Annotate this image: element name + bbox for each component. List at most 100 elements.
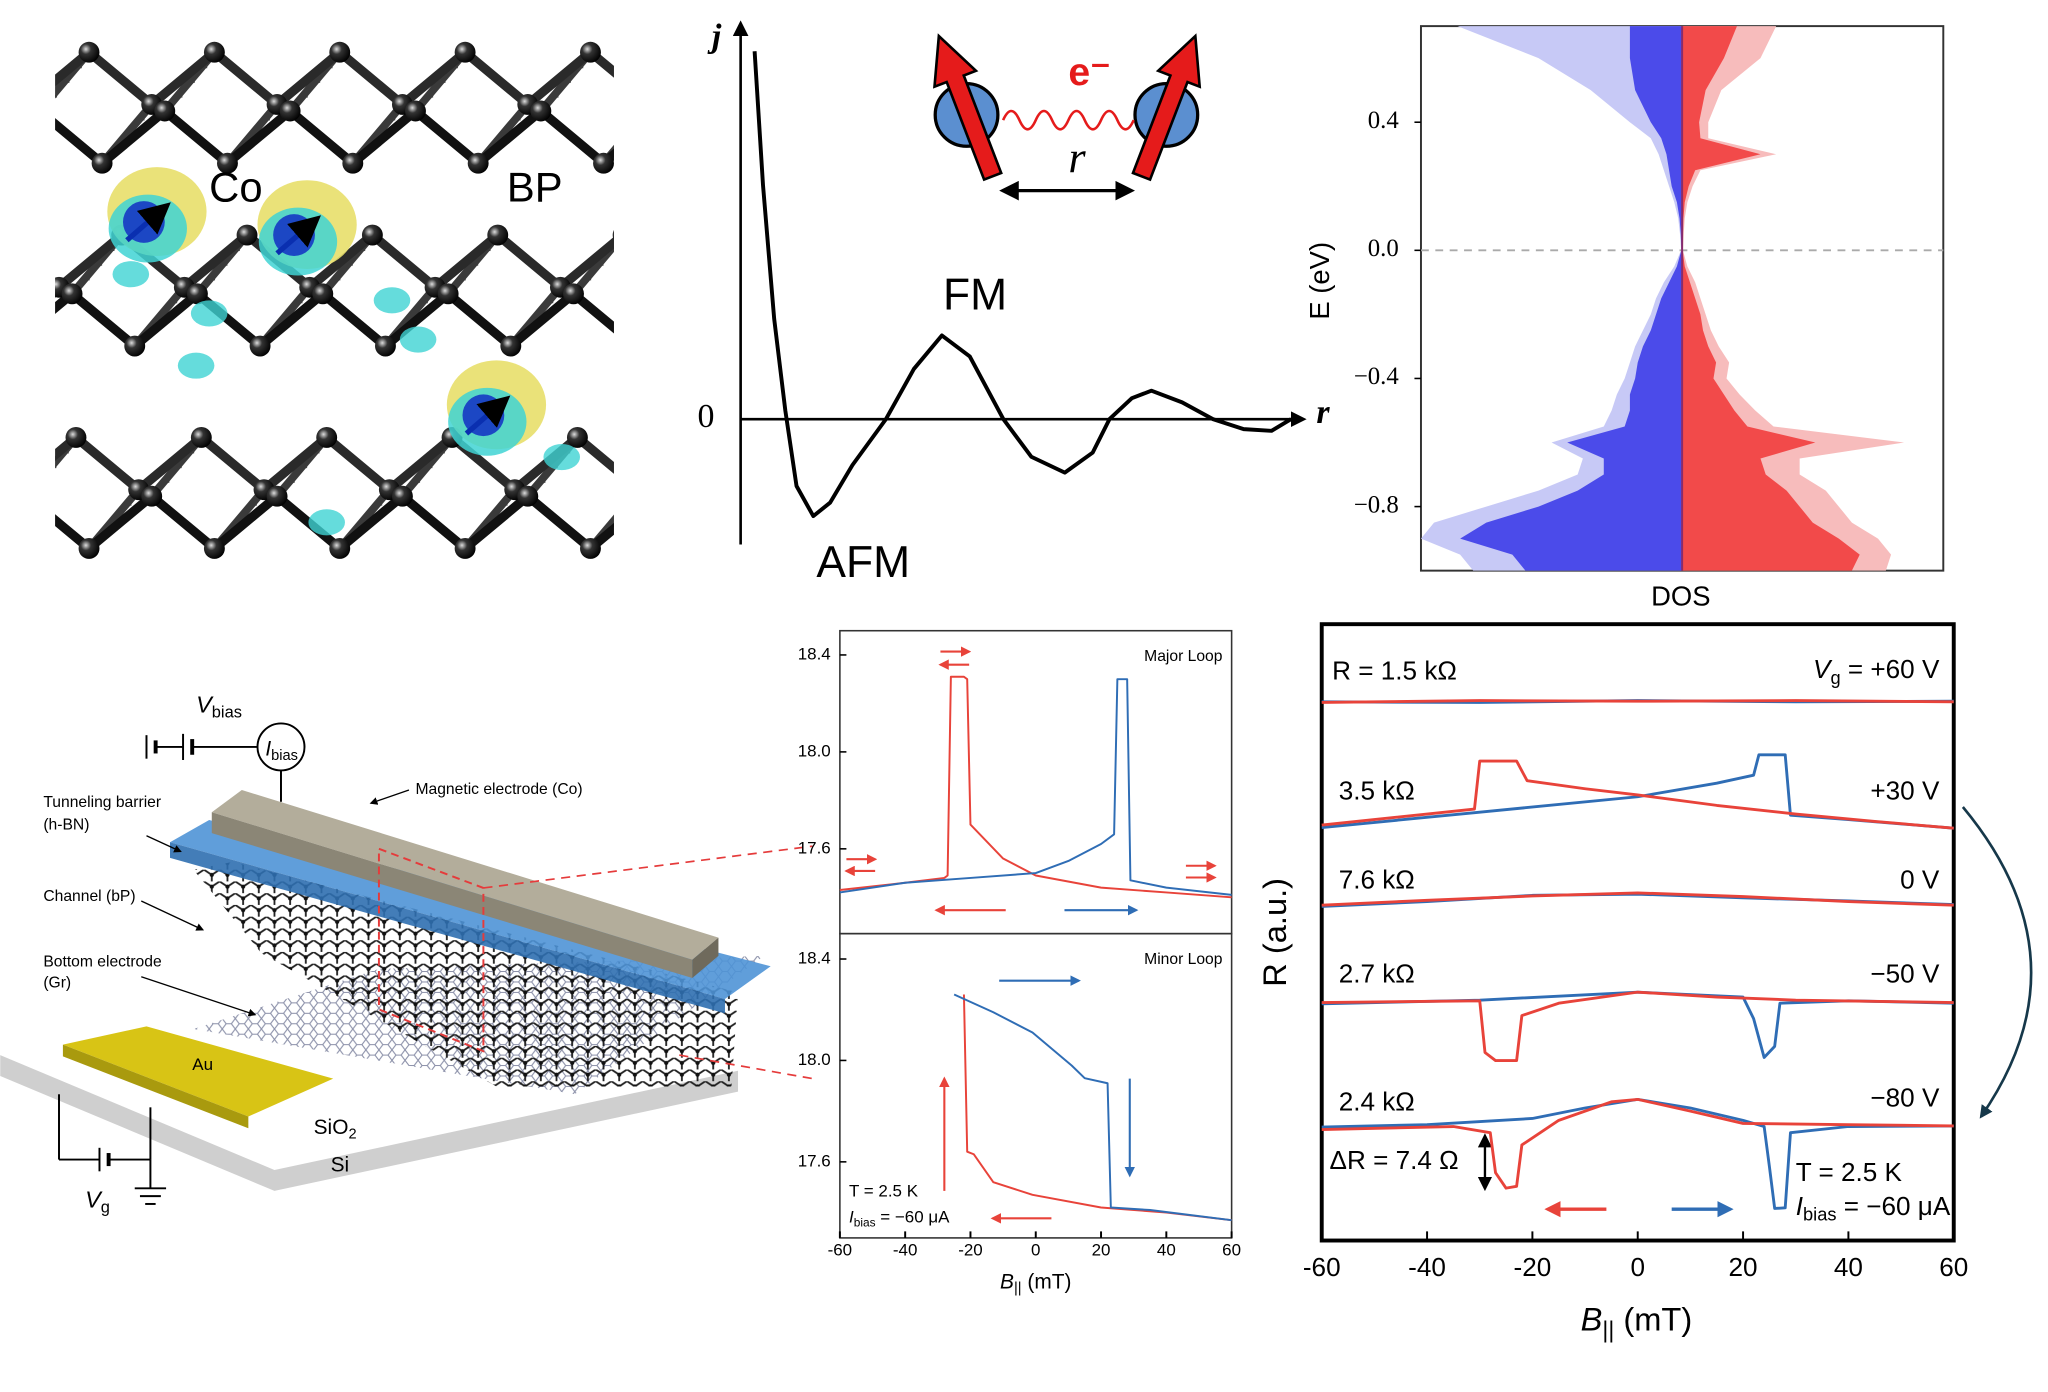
structure-label: BP: [507, 164, 563, 211]
atom: [405, 100, 426, 122]
atom: [563, 283, 584, 305]
atom: [203, 41, 225, 63]
atom: [141, 485, 163, 507]
y-tick-label: 18.0: [798, 741, 831, 760]
atom: [186, 283, 208, 305]
data-line: [1321, 1097, 1954, 1190]
atom: [3, 479, 24, 500]
atom: [375, 335, 396, 357]
x-tick-label: -20: [958, 1240, 983, 1259]
y-tick-label: 18.0: [798, 1050, 831, 1069]
bond-chain: [55, 287, 614, 352]
y-tick-label: 17.6: [798, 838, 831, 857]
loop-frames: [839, 629, 1233, 1239]
x-tick-label: 0: [1630, 1252, 1645, 1282]
device-label: Channel (bP): [43, 888, 135, 905]
text-main: V: [1813, 654, 1833, 684]
y-tick-label: 0.0: [1368, 235, 1399, 262]
text-sub: 2: [348, 1126, 356, 1142]
bond-chain: [56, 229, 614, 294]
text-sub: g: [1830, 667, 1840, 688]
spin-density: [177, 352, 215, 379]
text-main: V: [85, 1187, 103, 1213]
rkky-inset: [933, 33, 1202, 201]
text-sub: bias: [854, 1216, 876, 1230]
dos-area: [1682, 26, 1860, 571]
atom: [236, 224, 258, 246]
text-main: B: [1581, 1300, 1603, 1337]
y-axis-label: R (a.u.): [1256, 878, 1293, 987]
atom: [500, 335, 522, 357]
annotation: AFM: [816, 538, 910, 587]
text-sub: bias: [271, 748, 298, 764]
data-line: [962, 994, 1232, 1222]
y-tick-label: 0: [698, 398, 715, 435]
data-line: [1321, 699, 1954, 704]
x-axis-label: B|| (mT): [1581, 1300, 1693, 1342]
text-main: I: [1796, 1191, 1803, 1221]
atom: [643, 486, 664, 507]
atom: [329, 537, 351, 559]
atom: [643, 94, 664, 115]
x-tick-label: -40: [1408, 1252, 1446, 1282]
device-label: SiO2: [314, 1116, 357, 1143]
text-rest: (mT): [1614, 1300, 1692, 1337]
atom: [487, 224, 509, 246]
y-tick-label: −0.8: [1354, 491, 1399, 518]
annotation: 2.4 kΩ: [1339, 1086, 1415, 1116]
dos-area: [1460, 26, 1683, 571]
annotation: Minor Loop: [1144, 951, 1223, 968]
device-label: (Gr): [43, 974, 71, 991]
structure-label: Co: [209, 164, 262, 211]
data-line: [752, 51, 1293, 519]
atom: [124, 335, 146, 357]
atom: [249, 335, 271, 357]
x-tick-label: 20: [1092, 1240, 1111, 1259]
device-label: Bottom electrode: [43, 954, 162, 971]
text-main: V: [196, 692, 214, 718]
device-label: Si: [331, 1154, 350, 1177]
atom: [266, 485, 288, 507]
y-axis-label: j: [707, 18, 722, 55]
x-tick-label: -60: [1303, 1252, 1341, 1282]
device-label: Vg: [85, 1187, 110, 1217]
data-line: [1321, 759, 1954, 830]
moment-arrow: [125, 202, 171, 243]
atom: [78, 537, 100, 559]
text-main: B: [1000, 1270, 1014, 1293]
x-tick-label: 0: [1031, 1240, 1040, 1259]
annotation: Major Loop: [1144, 648, 1223, 665]
annotation: 0 V: [1900, 864, 1940, 894]
atom: [65, 427, 87, 448]
annotation: −50 V: [1870, 958, 1940, 988]
spin-density: [373, 287, 411, 314]
bond: [570, 239, 614, 297]
atom: [61, 283, 83, 305]
atom: [517, 485, 539, 507]
device-label: Ibias: [265, 737, 298, 764]
moment-arrow: [464, 395, 511, 436]
annotation: FM: [943, 270, 1007, 319]
annotation: Ibias = −60 μA: [849, 1208, 950, 1230]
atom: [16, 94, 37, 115]
y-tick-label: −0.4: [1354, 363, 1400, 390]
atom: [190, 427, 212, 448]
y-tick-label: 17.6: [798, 1151, 831, 1170]
bond-chain: [55, 105, 614, 170]
atomic-structure: [3, 41, 709, 559]
text-sub: bias: [1803, 1204, 1837, 1225]
atom: [279, 100, 301, 122]
bond-chain: [55, 46, 614, 111]
y-axis-label: E (eV): [1304, 242, 1335, 320]
data-line: [1321, 990, 1954, 1059]
annotation: e⁻: [1068, 51, 1110, 94]
x-axis-label: DOS: [1651, 580, 1710, 611]
y-tick-label: 18.4: [798, 948, 831, 967]
moment-arrow: [275, 215, 321, 256]
x-tick-label: -60: [828, 1240, 853, 1259]
atom: [688, 283, 709, 304]
device-label: Magnetic electrode (Co): [415, 781, 582, 798]
atom: [630, 479, 651, 500]
device-label: (h-BN): [43, 816, 89, 833]
